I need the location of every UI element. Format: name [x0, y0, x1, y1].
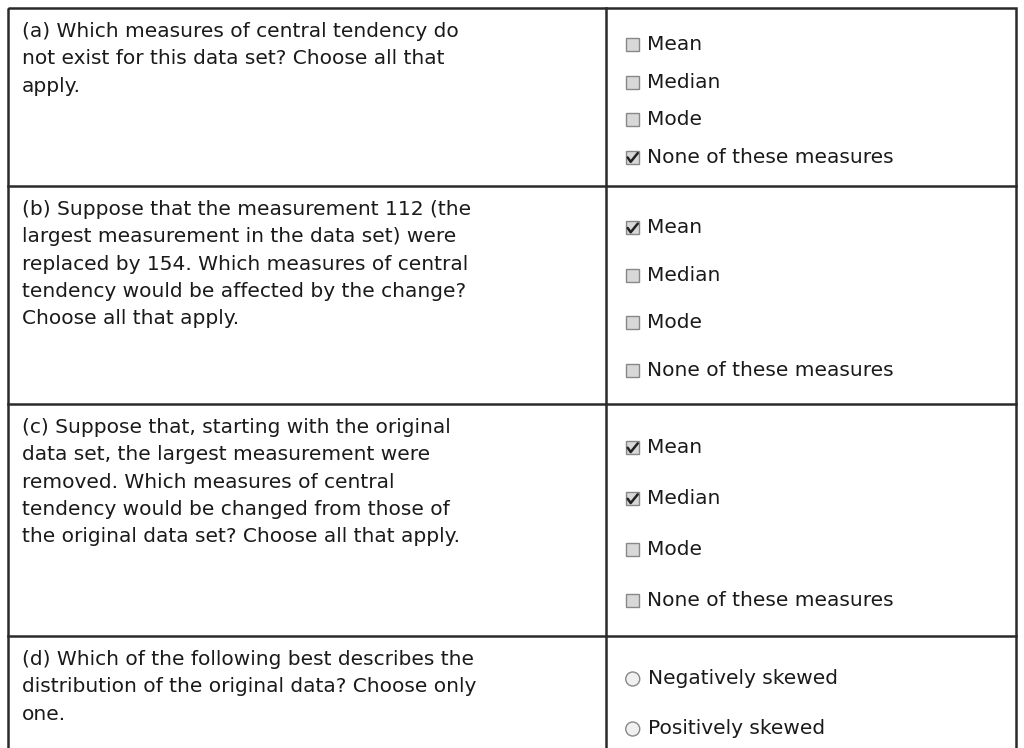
Bar: [626, 441, 639, 454]
Text: None of these measures: None of these measures: [647, 148, 893, 167]
Text: Mode: Mode: [647, 313, 701, 332]
Text: (d) Which of the following best describes the
distribution of the original data?: (d) Which of the following best describe…: [22, 650, 476, 723]
Text: Median: Median: [647, 73, 720, 92]
Text: (c) Suppose that, starting with the original
data set, the largest measurement w: (c) Suppose that, starting with the orig…: [22, 418, 460, 546]
Bar: [626, 543, 639, 556]
Ellipse shape: [626, 672, 640, 686]
Bar: [626, 76, 639, 89]
Bar: [626, 364, 639, 377]
Text: None of these measures: None of these measures: [647, 361, 893, 380]
Text: Median: Median: [647, 489, 720, 508]
Bar: [626, 316, 639, 329]
Text: (b) Suppose that the measurement 112 (the
largest measurement in the data set) w: (b) Suppose that the measurement 112 (th…: [22, 200, 471, 328]
Bar: [626, 113, 639, 126]
Text: Mean: Mean: [647, 438, 701, 457]
Bar: [626, 492, 639, 505]
Bar: [626, 151, 639, 164]
Text: Negatively skewed: Negatively skewed: [648, 669, 838, 688]
Bar: [626, 38, 639, 52]
Bar: [626, 221, 639, 234]
Text: Mean: Mean: [647, 35, 701, 55]
Ellipse shape: [626, 722, 640, 736]
Text: Mode: Mode: [647, 540, 701, 559]
Text: None of these measures: None of these measures: [647, 591, 893, 610]
Text: Mode: Mode: [647, 110, 701, 129]
Text: Positively skewed: Positively skewed: [648, 720, 825, 738]
Text: Median: Median: [647, 266, 720, 285]
Text: Mean: Mean: [647, 218, 701, 237]
Bar: [626, 594, 639, 607]
Bar: [626, 269, 639, 282]
Text: (a) Which measures of central tendency do
not exist for this data set? Choose al: (a) Which measures of central tendency d…: [22, 22, 459, 96]
